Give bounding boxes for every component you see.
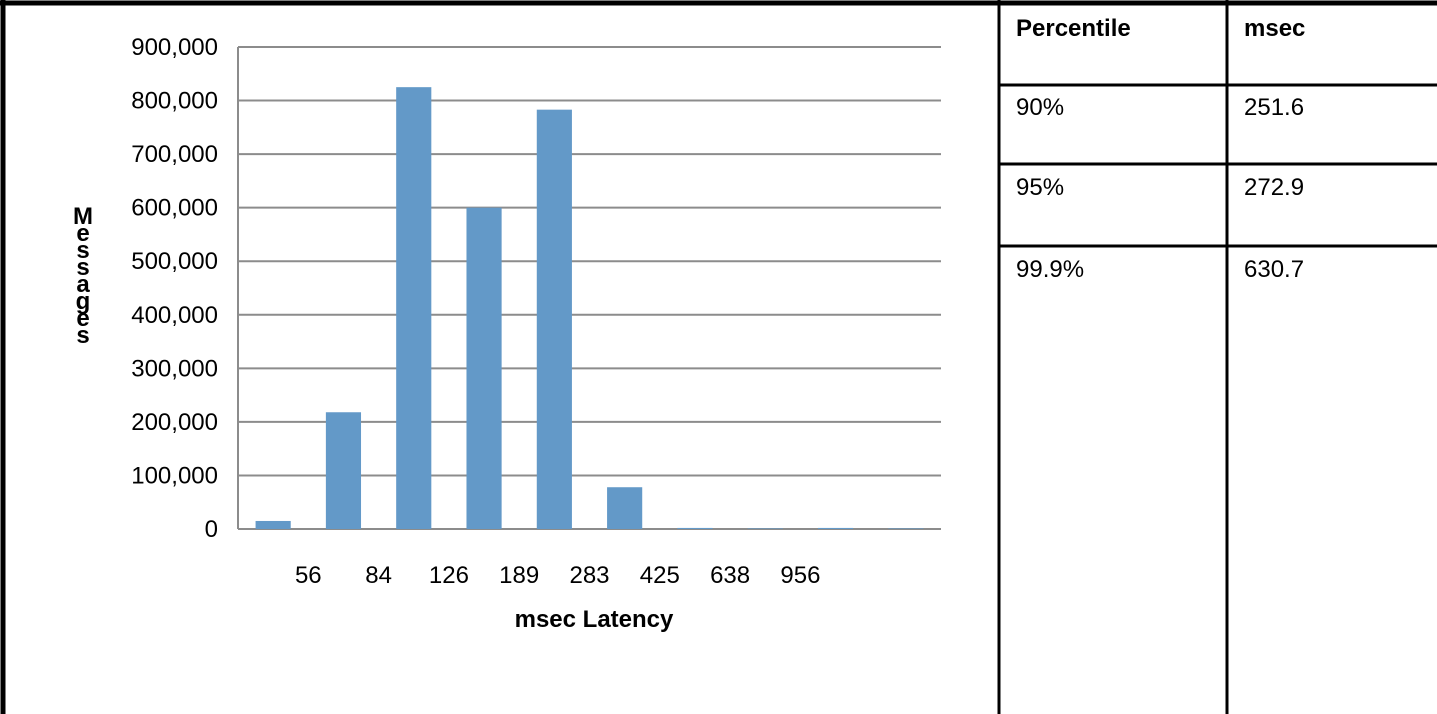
bar <box>607 487 643 529</box>
y-tick-label: 0 <box>205 516 218 543</box>
bar <box>536 109 572 529</box>
x-tick-label: 126 <box>429 562 469 589</box>
x-tick-label: 956 <box>780 562 820 589</box>
y-tick-label: 300,000 <box>131 355 218 382</box>
x-tick-label: 425 <box>640 562 680 589</box>
bar <box>888 528 924 529</box>
x-axis-title: msec Latency <box>515 606 674 633</box>
x-axis-tick-labels: 56 84 126 189 283 425 638 956 <box>295 562 820 589</box>
table-header-msec: msec <box>1244 15 1305 42</box>
y-tick-label: 700,000 <box>131 141 218 168</box>
bar <box>255 520 291 529</box>
bar <box>466 207 502 529</box>
table-cell-msec-95: 272.9 <box>1244 174 1304 201</box>
x-tick-label: 189 <box>499 562 539 589</box>
y-tick-label: 500,000 <box>131 248 218 275</box>
percentile-table: Percentile msec 90% 251.6 95% 272.9 99.9… <box>1016 15 1305 283</box>
y-tick-label: 900,000 <box>131 34 218 61</box>
y-tick-label: 600,000 <box>131 195 218 222</box>
table-header-percentile: Percentile <box>1016 15 1131 42</box>
x-tick-label: 638 <box>710 562 750 589</box>
y-tick-label: 100,000 <box>131 462 218 489</box>
x-tick-label: 84 <box>365 562 392 589</box>
table-cell-percentile-99-9: 99.9% <box>1016 256 1084 283</box>
bars <box>255 87 924 530</box>
table-cell-percentile-95: 95% <box>1016 174 1064 201</box>
y-tick-label: 400,000 <box>131 302 218 329</box>
bar <box>396 87 432 530</box>
bar <box>747 528 783 529</box>
table-cell-percentile-90: 90% <box>1016 94 1064 121</box>
x-tick-label: 283 <box>569 562 609 589</box>
bar <box>325 412 362 529</box>
bar <box>817 527 854 529</box>
y-axis-tick-labels: 0 100,000 200,000 300,000 400,000 500,000 600,… <box>131 34 218 543</box>
y-tick-label: 200,000 <box>131 409 218 436</box>
x-tick-label: 56 <box>295 562 322 589</box>
bar <box>677 527 713 529</box>
y-tick-label: 800,000 <box>131 88 218 115</box>
bar-chart: 0 100,000 200,000 300,000 400,000 500,000 600,… <box>73 34 941 633</box>
gridlines <box>237 46 941 530</box>
table-cell-msec-90: 251.6 <box>1244 94 1304 121</box>
table-cell-msec-99-9: 630.7 <box>1244 256 1304 283</box>
